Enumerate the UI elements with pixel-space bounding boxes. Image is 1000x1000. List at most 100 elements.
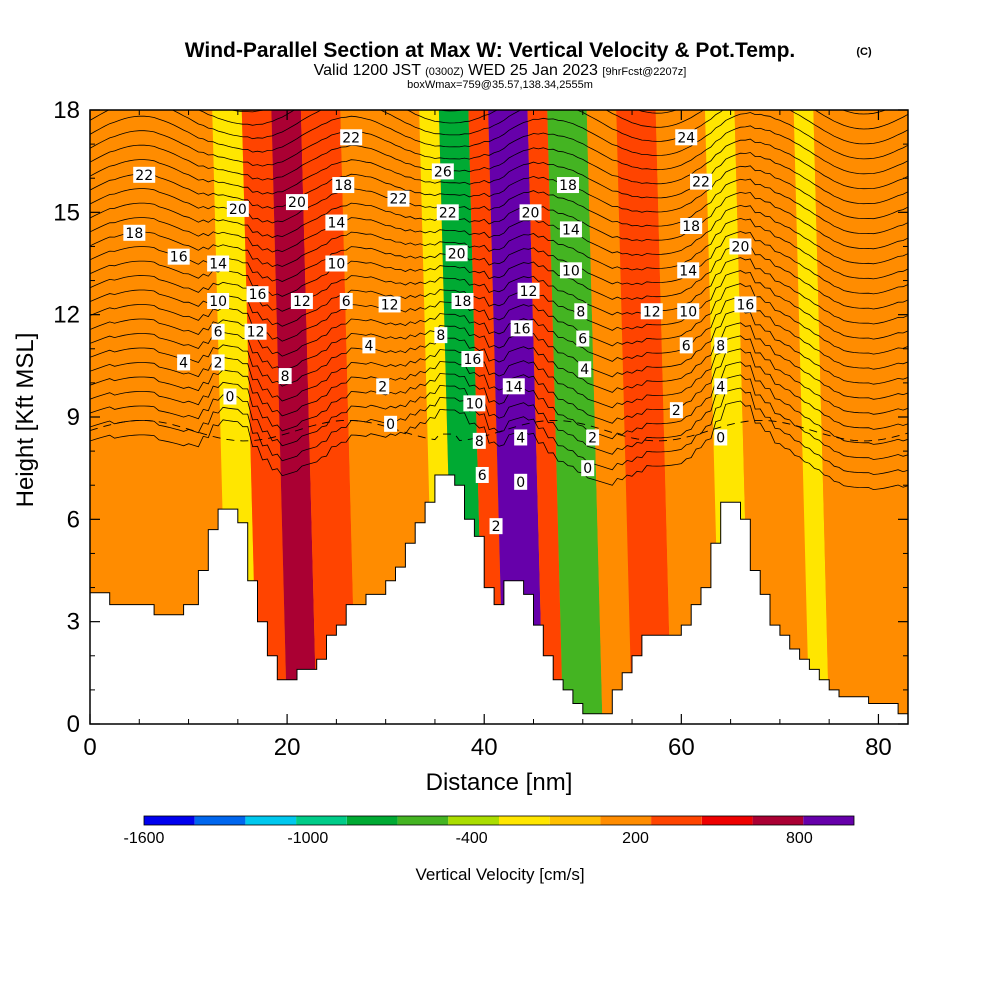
contour-label-11: 12 — [244, 323, 267, 341]
contour-label-bg — [669, 402, 683, 419]
contour-label-1: 18 — [123, 224, 146, 242]
contour-label-38: 14 — [502, 378, 525, 395]
colorbar-label: -400 — [456, 830, 488, 847]
contour-label-bg — [340, 129, 363, 146]
contour-label-bg — [574, 303, 588, 320]
theta-contour-18 — [90, 165, 908, 220]
contour-label-bg — [436, 204, 459, 221]
theta-contour-22 — [90, 112, 908, 160]
contour-label-text: 12 — [247, 325, 265, 341]
y-tick-label: 0 — [67, 711, 80, 738]
contour-label-text: 2 — [378, 379, 387, 395]
contour-label-text: 8 — [281, 369, 290, 385]
contour-label-bg — [734, 296, 757, 313]
contour-label-text: 0 — [516, 475, 525, 491]
contour-label-48: 0 — [581, 460, 595, 477]
contour-label-text: 2 — [672, 403, 681, 419]
contour-label-text: 2 — [214, 355, 223, 371]
contour-label-5: 6 — [211, 323, 225, 341]
contour-label-bg — [517, 282, 540, 299]
colorbar-swatch-4 — [346, 816, 398, 825]
contour-label-bg — [207, 255, 230, 272]
contour-label-bg — [559, 262, 582, 279]
contour-label-bg — [246, 286, 269, 303]
colorbar-swatch-10 — [651, 816, 702, 825]
contour-label-bg — [677, 303, 700, 320]
contour-label-49: 24 — [675, 129, 698, 146]
x-tick-label: 20 — [274, 734, 301, 761]
contour-label-3: 14 — [207, 255, 230, 273]
colorbar-swatch-12 — [752, 816, 804, 825]
contour-label-text: 14 — [209, 257, 227, 273]
contour-label-text: 22 — [342, 130, 360, 146]
contour-label-bg — [362, 337, 376, 354]
contour-label-text: 16 — [513, 321, 531, 337]
contour-label-text: 10 — [465, 396, 483, 412]
colorbar-swatch-2 — [245, 816, 297, 825]
contour-label-14: 12 — [290, 293, 313, 310]
colorbar-swatch-9 — [600, 816, 652, 825]
contour-label-bg — [586, 429, 600, 446]
colorbar-swatch-8 — [549, 816, 601, 825]
contour-label-text: 6 — [342, 294, 351, 310]
contour-label-text: 12 — [520, 284, 538, 300]
colorbar-label: 200 — [622, 830, 649, 847]
contour-label-bg — [378, 296, 401, 313]
contour-label-text: 20 — [732, 239, 750, 255]
theta-contour-14 — [90, 217, 908, 280]
contour-label-54: 12 — [640, 303, 663, 320]
contour-label-text: 14 — [505, 379, 523, 395]
contour-label-bg — [384, 415, 398, 432]
y-tick-label: 15 — [53, 199, 80, 226]
colorbar-swatch-1 — [194, 816, 246, 825]
contour-label-bg — [376, 378, 390, 395]
contour-label-text: 20 — [522, 205, 540, 221]
contour-label-text: 22 — [135, 168, 153, 184]
chart-subtitle: Valid 1200 JST (0300Z) WED 25 Jan 2023 [… — [314, 62, 687, 79]
theta-contour-7 — [90, 309, 908, 385]
contour-label-17: 14 — [325, 214, 348, 232]
contour-label-text: 10 — [327, 257, 345, 273]
colorbar-swatch-7 — [499, 816, 550, 825]
contour-label-bg — [207, 293, 230, 310]
contour-label-bg — [559, 221, 582, 238]
contour-label-44: 8 — [574, 303, 588, 320]
contour-label-text: 20 — [229, 202, 247, 218]
contour-label-36: 12 — [517, 282, 540, 300]
contour-label-text: 8 — [576, 304, 585, 320]
contour-label-56: 16 — [734, 296, 757, 313]
contour-label-bg — [714, 337, 728, 354]
contour-label-30: 16 — [461, 351, 484, 368]
theta-contour-21 — [90, 125, 908, 175]
y-tick-label: 3 — [67, 609, 80, 636]
contour-label-42: 14 — [559, 221, 582, 238]
contour-label-6: 4 — [177, 354, 191, 371]
theta-contour-8 — [90, 296, 908, 370]
contour-label-text: 16 — [736, 297, 754, 313]
contour-label-bg — [226, 200, 249, 217]
contour-label-9: 20 — [226, 200, 249, 218]
contour-label-18: 10 — [325, 255, 348, 273]
contour-label-text: 10 — [679, 304, 697, 320]
contour-label-text: 4 — [580, 362, 589, 378]
contour-label-8: 0 — [223, 388, 237, 406]
theta-contour-16 — [90, 191, 908, 250]
theta-contour-15 — [90, 204, 908, 265]
velocity-band-19 — [813, 110, 908, 724]
contour-label-bg — [278, 368, 292, 385]
contour-label-33: 6 — [475, 466, 489, 484]
contour-label-text: 18 — [559, 178, 577, 194]
contour-label-bg — [675, 129, 698, 146]
velocity-band-18 — [793, 110, 830, 724]
velocity-band-3 — [241, 110, 288, 724]
contour-label-53: 14 — [677, 262, 700, 279]
theta-contour-23 — [90, 110, 908, 145]
colorbar-label: 800 — [786, 830, 813, 847]
contour-label-21: 2 — [376, 378, 390, 395]
contour-label-text: 24 — [677, 130, 695, 146]
contour-label-24: 12 — [378, 296, 401, 313]
contour-label-15: 22 — [340, 129, 363, 146]
velocity-band-14 — [616, 110, 672, 724]
chart-title-tag: (C) — [856, 46, 872, 58]
x-axis-label: Distance [nm] — [426, 769, 573, 796]
